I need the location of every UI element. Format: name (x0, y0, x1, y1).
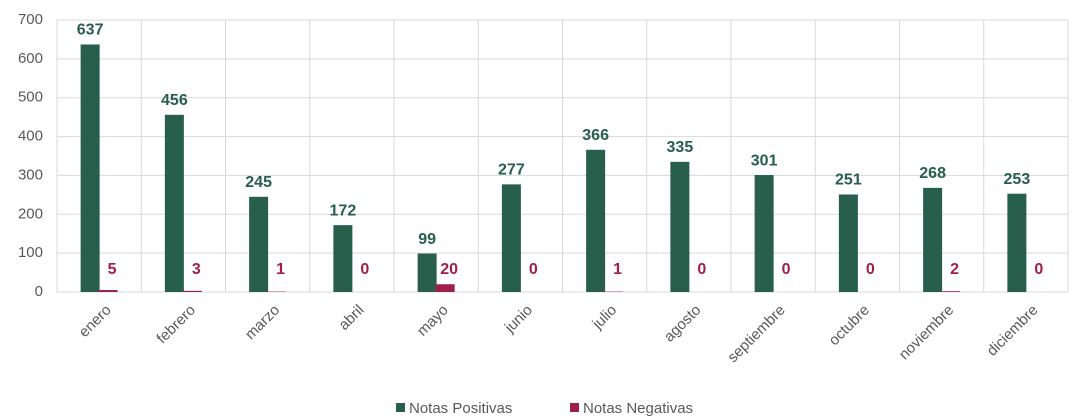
data-label: 301 (751, 152, 778, 169)
data-label: 1 (276, 261, 285, 278)
y-tick-label: 600 (18, 50, 43, 67)
data-label: 20 (440, 261, 458, 278)
legend-label: Notas Negativas (583, 400, 693, 417)
bar (670, 161, 690, 292)
data-label: 172 (330, 202, 357, 219)
data-label: 0 (782, 261, 791, 278)
bar (941, 291, 961, 292)
y-tick-label: 500 (18, 89, 43, 106)
y-tick-label: 400 (18, 128, 43, 145)
y-tick-label: 300 (18, 166, 43, 183)
x-tick-label: enero (76, 302, 115, 341)
y-tick-label: 200 (18, 205, 43, 222)
bar (182, 290, 202, 292)
data-label: 0 (866, 261, 875, 278)
x-tick-label: febrero (153, 302, 199, 348)
data-label: 0 (1034, 261, 1043, 278)
bar (838, 194, 858, 292)
bar (435, 284, 455, 292)
data-label: 0 (529, 261, 538, 278)
bar (333, 225, 353, 292)
data-label: 5 (108, 261, 117, 278)
data-label: 268 (919, 165, 946, 182)
data-label: 2 (950, 261, 959, 278)
data-label: 253 (1004, 171, 1031, 188)
legend-label: Notas Positivas (409, 400, 512, 417)
data-label: 251 (835, 172, 862, 189)
bar (1007, 193, 1027, 292)
data-label: 637 (77, 22, 104, 39)
y-tick-label: 100 (18, 244, 43, 261)
bar (586, 149, 606, 292)
data-label: 3 (192, 261, 201, 278)
bar (164, 114, 184, 292)
bar (501, 184, 521, 292)
y-tick-label: 0 (35, 283, 43, 300)
x-tick-label: junio (501, 302, 536, 337)
data-label: 0 (360, 261, 369, 278)
x-tick-label: julio (589, 302, 621, 334)
bar (98, 290, 118, 292)
x-tick-label: agosto (661, 302, 705, 346)
x-tick-label: marzo (242, 302, 283, 343)
data-label: 366 (582, 127, 609, 144)
data-label: 0 (697, 261, 706, 278)
data-label: 277 (498, 162, 525, 179)
data-label: 245 (245, 174, 272, 191)
x-tick-label: noviembre (896, 302, 958, 364)
y-tick-label: 700 (18, 11, 43, 28)
x-tick-label: abril (335, 302, 367, 334)
data-label: 1 (613, 261, 622, 278)
x-tick-label: diciembre (984, 302, 1042, 360)
bar (754, 175, 774, 292)
x-tick-label: octubre (826, 302, 873, 349)
data-label: 456 (161, 92, 188, 109)
bar (249, 196, 269, 292)
bar (80, 44, 100, 293)
x-tick-label: mayo (414, 302, 452, 340)
legend-swatch (396, 403, 405, 412)
data-label: 335 (667, 139, 694, 156)
data-label: 99 (418, 231, 436, 248)
legend-swatch (570, 403, 579, 412)
bar (417, 253, 437, 292)
bar (923, 187, 943, 292)
x-tick-label: septiembre (724, 302, 788, 366)
